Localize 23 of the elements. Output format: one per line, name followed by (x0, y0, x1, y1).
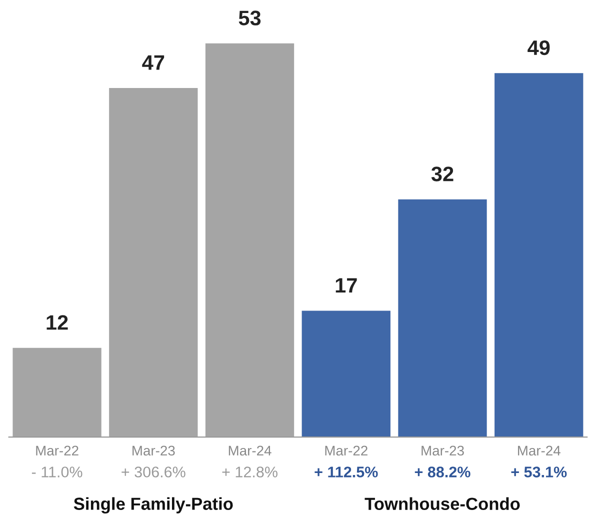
text: + 88.2% (414, 466, 470, 478)
x-tick-label: Mar-24 (518, 446, 560, 456)
bar (302, 310, 390, 438)
text: + 306.6% (122, 466, 186, 478)
data-label: 32 (431, 166, 454, 182)
x-tick-label: Mar-22 (325, 446, 368, 456)
data-label: 53 (238, 10, 261, 26)
bar (398, 199, 487, 438)
data-label: 17 (336, 278, 357, 293)
text: - 11.0% (32, 466, 82, 478)
text: + 12.8% (222, 466, 278, 478)
data-label: 12 (46, 315, 68, 330)
x-tick-label: Mar-22 (36, 446, 78, 456)
text: + 53.1% (511, 466, 567, 478)
data-label: 47 (142, 55, 164, 70)
data-label: 49 (528, 40, 550, 56)
text: + 112.5% (314, 466, 378, 478)
x-tick-label: Mar-23 (132, 446, 175, 456)
x-tick-label: Mar-24 (228, 446, 272, 456)
text: Townhouse-Condo (364, 497, 520, 510)
text: Single Family-Patio (74, 497, 233, 514)
bar (494, 73, 584, 438)
x-tick-label: Mar-23 (422, 446, 464, 456)
